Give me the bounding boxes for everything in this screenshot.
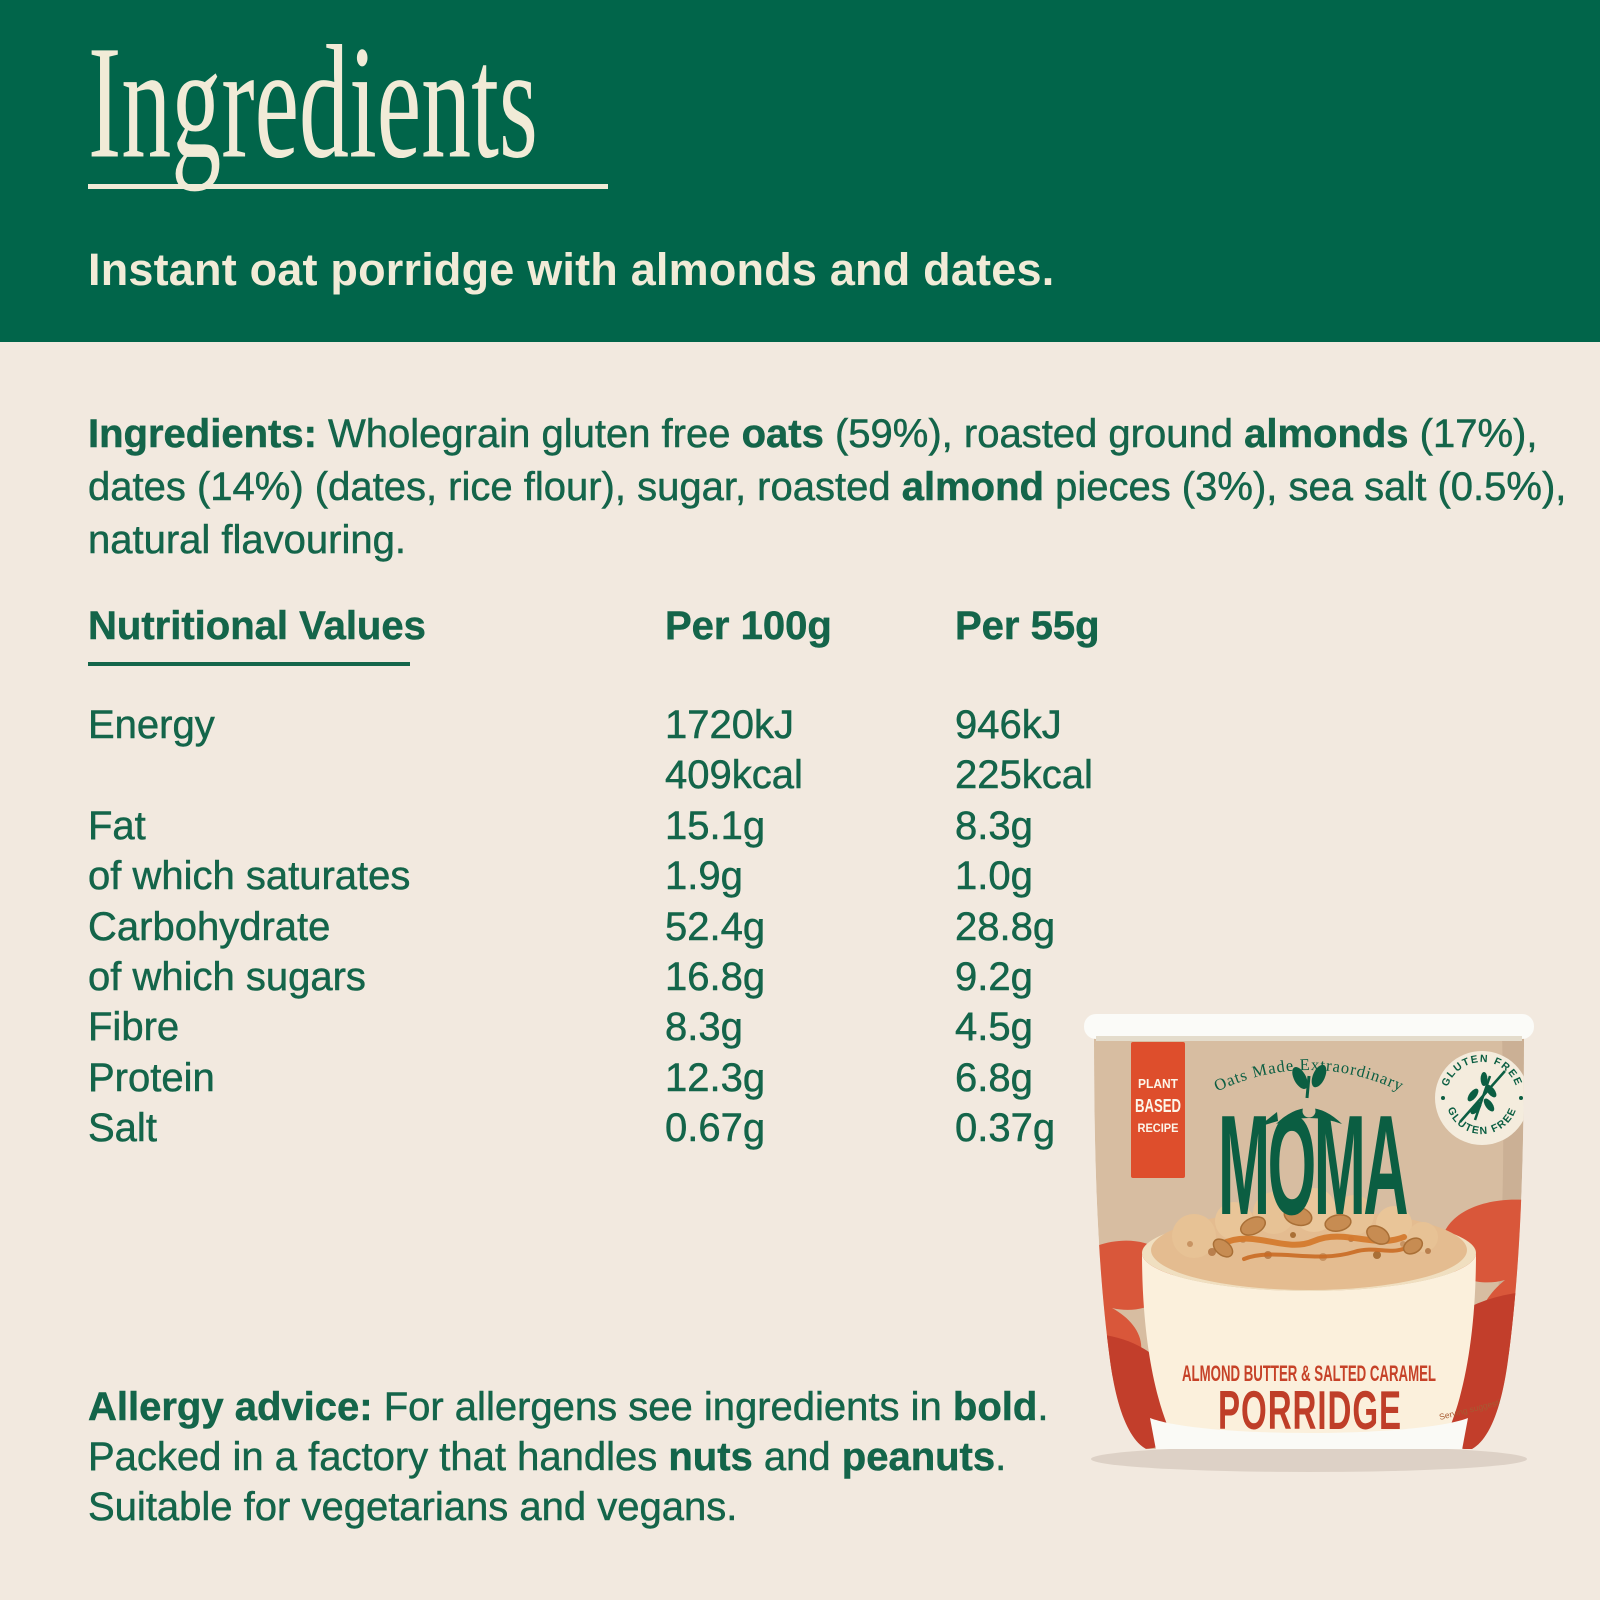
row-value-per100g: 16.8g: [665, 954, 766, 1000]
porridge-bowl: [1142, 1253, 1476, 1449]
allergy-text: Packed in a factory that handles: [88, 1435, 669, 1480]
allergy-text: For allergens see ingredients in: [372, 1385, 953, 1430]
row-value-per100g: 15.1g: [665, 803, 766, 849]
plant-based-badge: PLANT BASED RECIPE: [1131, 1042, 1185, 1178]
row-value-per55g: 9.2g: [955, 954, 1033, 1000]
plant-badge-line3: RECIPE: [1138, 1123, 1179, 1135]
almond-pieces: [1212, 1205, 1424, 1258]
ingredients-text: pieces (3%), sea salt (0.5%),: [1043, 465, 1567, 510]
ingredients-text: Ingredients:: [88, 412, 317, 457]
ingredients-text: (17%),: [1408, 412, 1538, 457]
row-label: [88, 750, 665, 800]
allergy-text: bold: [952, 1385, 1038, 1430]
allergy-advice: Allergy advice: For allergens see ingred…: [88, 1382, 1049, 1532]
row-value-per100g: 12.3g: [665, 1055, 766, 1100]
allergy-text: nuts: [668, 1435, 753, 1480]
row-label: Salt: [88, 1106, 157, 1151]
page-subtitle: Instant oat porridge with almonds and da…: [88, 244, 1055, 295]
header-banner: Ingredients Instant oat porridge with al…: [0, 0, 1600, 342]
brand-logo: MOMA: [1218, 1086, 1407, 1245]
gluten-free-badge: GLUTEN FREE GLUTEN FREE: [1435, 1051, 1524, 1145]
row-value-per100g: 409kcal: [665, 753, 803, 798]
ingredients-line: natural flavouring.: [88, 514, 1566, 567]
ingredients-text: almond: [901, 465, 1044, 510]
nutrition-heading: Nutritional Values: [88, 604, 426, 649]
allergy-text: peanuts: [841, 1435, 996, 1480]
row-value-per55g: 6.8g: [955, 1055, 1033, 1100]
ingredients-text: natural flavouring.: [88, 518, 406, 563]
sprout-icon: [1258, 1064, 1342, 1127]
allergy-text: Suitable for vegetarians and vegans.: [88, 1485, 738, 1530]
ingredients-text: dates (14%) (dates, rice flour), sugar, …: [88, 465, 902, 510]
row-value-per100g: 8.3g: [665, 1005, 743, 1050]
ingredients-text: almonds: [1244, 412, 1409, 457]
pot-shadow: [1091, 1446, 1527, 1472]
pot-lid-shadow: [1096, 1036, 1522, 1041]
ingredients-text: Wholegrain gluten free: [316, 412, 742, 457]
row-value-per100g: 0.67g: [665, 1106, 766, 1151]
allergy-text: Allergy advice:: [88, 1385, 373, 1430]
flavour-label: ALMOND BUTTER & SALTED CARAMEL: [1182, 1361, 1436, 1385]
pot-lid: [1084, 1014, 1534, 1039]
row-label: of which sugars: [88, 954, 366, 1000]
allergy-line: Allergy advice: For allergens see ingred…: [88, 1382, 1049, 1432]
row-value-per55g: 4.5g: [955, 1005, 1033, 1050]
product-photo: PLANT BASED RECIPE GLUTEN FREE GLUTEN FR…: [1072, 1008, 1550, 1486]
ingredients-paragraph: Ingredients: Wholegrain gluten free oats…: [88, 408, 1567, 567]
row-value-per55g: 225kcal: [955, 753, 1093, 798]
row-value-per100g: 1720kJ: [665, 703, 794, 748]
row-value-per55g: 0.37g: [955, 1106, 1056, 1151]
row-label: of which saturates: [88, 854, 411, 899]
plant-badge-line2: BASED: [1135, 1096, 1181, 1116]
allergy-text: .: [1037, 1385, 1049, 1430]
row-label: Protein: [88, 1055, 215, 1100]
row-value-per55g: 8.3g: [955, 803, 1033, 849]
row-value-per100g: 1.9g: [665, 854, 743, 899]
wheat-icon: [1459, 1070, 1506, 1123]
row-value-per55g: 1.0g: [955, 854, 1033, 899]
plant-badge-line1: PLANT: [1138, 1076, 1178, 1091]
column-header-per-100g: Per 100g: [665, 604, 832, 649]
row-value-per100g: 52.4g: [665, 904, 766, 949]
product-type-label: PORRIDGE: [1218, 1380, 1402, 1441]
nutrition-heading-underline: [88, 662, 410, 666]
allergy-line: Suitable for vegetarians and vegans.: [88, 1482, 1048, 1532]
nutrition-table: Energy 1720kJ 946kJ 409kcal 225kcal Fat …: [88, 700, 1275, 1154]
allergy-text: and: [752, 1435, 842, 1480]
porridge-food: [1151, 1188, 1467, 1290]
ingredients-line: dates (14%) (dates, rice flour), sugar, …: [88, 461, 1567, 514]
row-label: Fibre: [88, 1005, 180, 1050]
column-header-per-55g: Per 55g: [955, 604, 1100, 649]
pot-base: [1150, 1418, 1468, 1449]
allergy-text: .: [995, 1435, 1007, 1480]
ingredients-text: (59%), roasted ground: [823, 412, 1245, 457]
ingredients-line: Ingredients: Wholegrain gluten free oats…: [88, 408, 1566, 461]
allergy-line: Packed in a factory that handles nuts an…: [88, 1432, 1048, 1482]
page-title-text: Ingredients: [88, 12, 538, 193]
row-value-per55g: 946kJ: [955, 703, 1062, 748]
title-underline: [88, 184, 608, 189]
ingredients-text: oats: [741, 412, 824, 457]
page-title: Ingredients: [88, 21, 538, 183]
row-label: Fat: [88, 803, 146, 849]
row-label: Carbohydrate: [88, 904, 331, 949]
row-value-per55g: 28.8g: [955, 904, 1056, 949]
row-label: Energy: [88, 703, 215, 748]
